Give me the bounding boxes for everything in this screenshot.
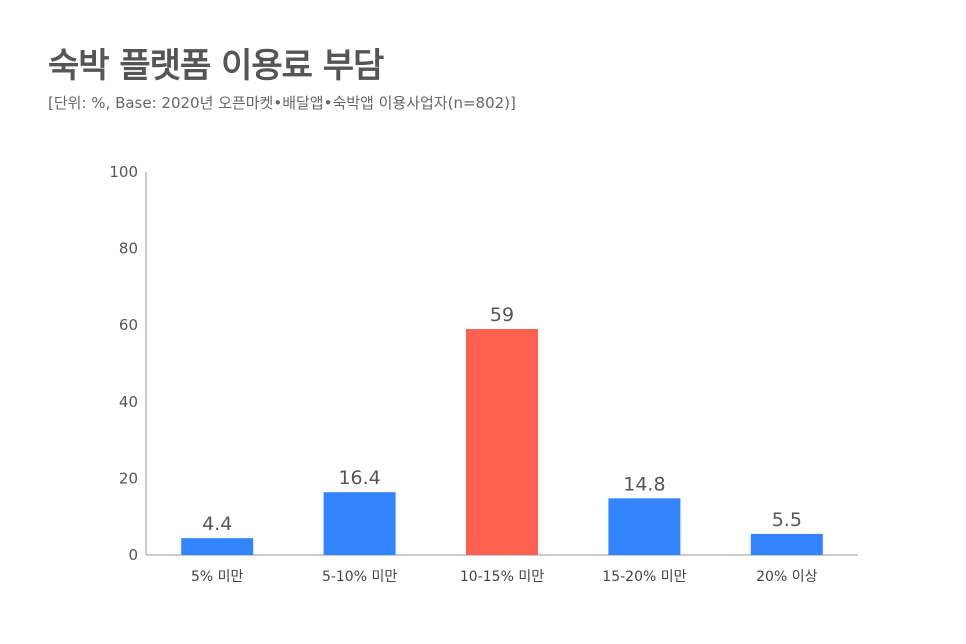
bar xyxy=(323,492,396,555)
y-tick-label: 20 xyxy=(119,469,138,487)
bar xyxy=(750,533,823,555)
data-label: 4.4 xyxy=(202,513,232,535)
x-category-label: 20% 이상 xyxy=(756,569,817,585)
bar xyxy=(181,538,254,555)
y-tick-label: 100 xyxy=(109,163,138,181)
y-tick-label: 60 xyxy=(119,316,138,334)
data-label: 5.5 xyxy=(772,509,802,531)
data-label: 16.4 xyxy=(338,467,380,489)
chart-title: 숙박 플랫폼 이용료 부담 xyxy=(48,46,384,86)
x-category-label: 5% 미만 xyxy=(191,569,244,585)
x-category-label: 10-15% 미만 xyxy=(460,569,544,585)
chart-subtitle: [단위: %, Base: 2020년 오픈마켓•배달앱•숙박앱 이용사업자(n… xyxy=(48,94,516,112)
bar xyxy=(608,498,681,555)
y-tick-label: 0 xyxy=(128,546,138,564)
x-category-label: 15-20% 미만 xyxy=(602,569,686,585)
bar xyxy=(466,329,538,555)
y-tick-label: 80 xyxy=(119,240,138,258)
data-label: 14.8 xyxy=(623,473,665,495)
x-category-label: 5-10% 미만 xyxy=(322,569,397,585)
data-label: 59 xyxy=(490,304,514,326)
y-tick-label: 40 xyxy=(119,393,138,411)
